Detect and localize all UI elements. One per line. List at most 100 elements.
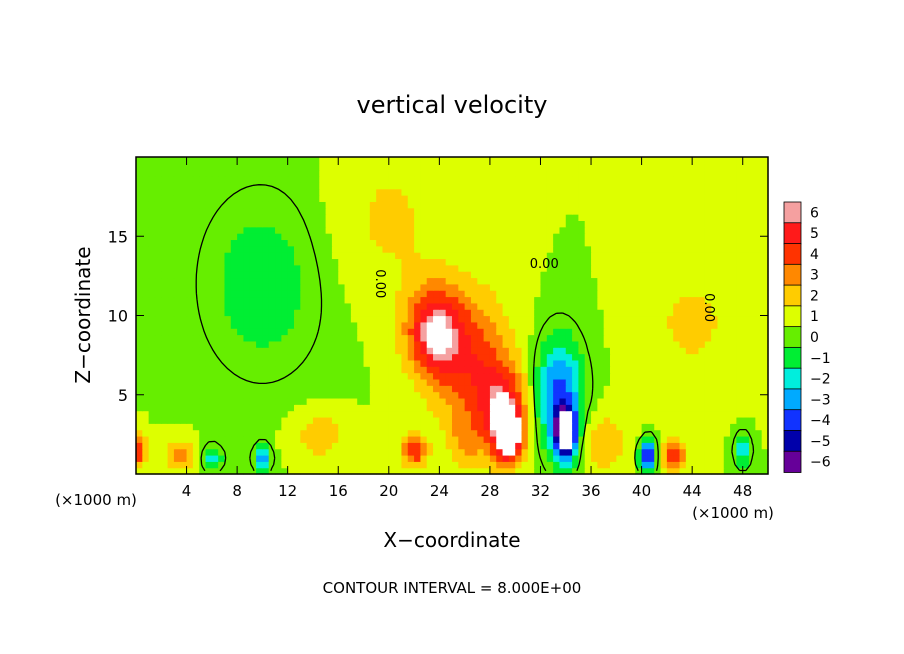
field-cell xyxy=(610,442,617,450)
field-cell xyxy=(559,372,567,380)
field-cell xyxy=(243,245,251,253)
field-cell xyxy=(654,290,662,298)
field-cell xyxy=(679,442,687,450)
field-cell xyxy=(414,366,421,374)
field-cell xyxy=(243,233,251,241)
field-cell xyxy=(268,252,276,260)
field-cell xyxy=(527,442,535,450)
field-cell xyxy=(363,163,371,171)
field-cell xyxy=(262,264,270,272)
field-cell xyxy=(420,245,428,253)
field-cell xyxy=(407,296,415,304)
field-cell xyxy=(540,264,548,272)
field-cell xyxy=(275,366,282,374)
field-cell xyxy=(717,296,725,304)
field-cell xyxy=(237,385,245,393)
field-cell xyxy=(761,309,769,317)
field-cell xyxy=(502,448,510,456)
field-cell xyxy=(477,404,485,412)
field-cell xyxy=(685,334,693,342)
field-cell xyxy=(319,410,327,418)
field-cell xyxy=(230,461,238,469)
field-cell xyxy=(515,195,523,202)
field-cell xyxy=(616,340,624,348)
field-cell xyxy=(414,347,421,355)
field-cell xyxy=(692,214,700,221)
field-cell xyxy=(452,454,459,462)
field-cell xyxy=(730,391,737,399)
field-cell xyxy=(306,309,314,317)
field-cell xyxy=(692,340,700,348)
field-cell xyxy=(230,220,238,228)
field-cell xyxy=(268,290,276,298)
field-cell xyxy=(262,271,270,279)
field-cell xyxy=(692,353,700,361)
field-cell xyxy=(256,416,263,424)
field-cell xyxy=(350,182,358,190)
field-cell xyxy=(211,454,219,462)
field-cell xyxy=(616,290,624,298)
field-cell xyxy=(376,328,384,336)
field-cell xyxy=(515,423,523,431)
field-cell xyxy=(635,315,643,323)
field-cell xyxy=(717,226,725,234)
field-cell xyxy=(306,169,314,177)
field-cell xyxy=(445,442,453,450)
field-cell xyxy=(591,182,598,190)
field-cell xyxy=(395,277,403,285)
field-cell xyxy=(527,214,535,221)
field-cell xyxy=(711,359,719,367)
field-cell xyxy=(338,271,346,279)
field-cell xyxy=(458,264,466,272)
field-cell xyxy=(376,214,384,221)
field-cell xyxy=(641,372,649,380)
field-cell xyxy=(350,347,358,355)
field-cell xyxy=(268,239,276,247)
field-cell xyxy=(616,176,624,183)
field-cell xyxy=(439,448,447,456)
field-cell xyxy=(635,239,643,247)
field-cell xyxy=(515,328,523,336)
field-cell xyxy=(660,264,668,272)
field-cell xyxy=(395,454,403,462)
field-cell xyxy=(603,454,611,462)
field-cell xyxy=(224,226,232,234)
field-cell xyxy=(496,340,504,348)
field-cell xyxy=(730,182,737,190)
field-cell xyxy=(515,271,523,279)
field-cell xyxy=(603,290,611,298)
field-cell xyxy=(635,340,643,348)
field-cell xyxy=(420,448,428,456)
field-cell xyxy=(154,410,162,418)
field-cell xyxy=(717,258,725,266)
field-cell xyxy=(363,353,371,361)
field-cell xyxy=(243,290,251,298)
field-cell xyxy=(300,334,308,342)
field-cell xyxy=(483,233,491,241)
field-cell xyxy=(180,290,188,298)
field-cell xyxy=(186,169,194,177)
field-cell xyxy=(572,271,579,279)
field-cell xyxy=(685,277,693,285)
field-cell xyxy=(199,163,207,171)
field-cell xyxy=(496,264,504,272)
field-cell xyxy=(426,188,434,196)
field-cell xyxy=(407,416,415,424)
field-cell xyxy=(230,378,238,386)
field-cell xyxy=(666,195,674,202)
field-cell xyxy=(679,334,687,342)
field-cell xyxy=(294,264,301,272)
field-cell xyxy=(376,201,384,209)
field-cell xyxy=(199,461,207,469)
field-cell xyxy=(464,353,472,361)
field-cell xyxy=(616,378,624,386)
field-cell xyxy=(698,283,706,291)
field-cell xyxy=(628,448,636,456)
field-cell xyxy=(357,359,365,367)
field-cell xyxy=(136,347,143,355)
field-cell xyxy=(578,264,586,272)
field-cell xyxy=(237,404,245,412)
field-cell xyxy=(673,220,681,228)
field-cell xyxy=(572,157,579,164)
field-cell xyxy=(527,283,535,291)
